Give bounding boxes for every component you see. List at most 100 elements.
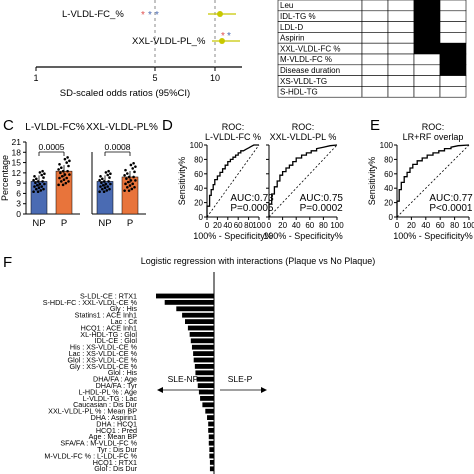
heatmap-cell — [387, 86, 415, 98]
roc-x-tick-label: 20 — [407, 221, 416, 230]
panel-c-point — [101, 177, 104, 181]
panel-c-point — [108, 176, 111, 179]
panel-e-label: E — [370, 117, 380, 134]
panel-f-category-label: Lac : Cit — [111, 317, 137, 326]
panel-f-bar — [190, 338, 214, 344]
heatmap-cell — [361, 64, 389, 76]
panel-c-point — [109, 172, 112, 176]
panel-c-point — [132, 175, 135, 179]
panel-f-title: Logistic regression with interactions (P… — [141, 256, 376, 266]
heatmap-cell — [361, 0, 389, 12]
panel-c-point — [68, 173, 71, 176]
panel-f-bar — [208, 434, 214, 440]
panel-c-y-tick-label: 3 — [16, 199, 21, 209]
panel-c-title-right: XXL-VLDL-PL% — [86, 122, 158, 133]
heatmap-cell — [387, 42, 415, 55]
panel-c-point — [38, 171, 42, 174]
roc-y-tick-label: 0 — [389, 213, 394, 222]
forest-tick-label-5: 5 — [152, 73, 157, 83]
panel-f-category-label: Gly : XS-VLDL-CE % — [70, 362, 138, 371]
panel-c-category-label: NP — [32, 218, 45, 229]
panel-c-point — [99, 174, 102, 178]
panel-d-label: D — [162, 117, 173, 134]
roc-x-label: 100% - Specificity% — [263, 231, 343, 241]
heatmap-cell — [439, 32, 467, 44]
panel-f-category-label: HCQ1 : RTX1 — [93, 458, 137, 467]
panel-f-bar — [193, 351, 214, 356]
panel-f-left-label: SLE-NP — [168, 374, 199, 384]
roc-y-label: Sensitivity% — [367, 157, 377, 206]
forest-point-l-vldl-fc — [217, 11, 223, 17]
heatmap-row-label: XS-VLDL-TG — [280, 77, 327, 86]
panel-c-point — [67, 180, 70, 183]
heatmap-cell — [439, 64, 467, 76]
roc-x-label: 100% - Specificity% — [393, 231, 473, 241]
panel-f-category-label: XL-HDL-TG : Glol — [80, 330, 137, 339]
panel-c-point — [125, 177, 128, 180]
panel-f-bar — [185, 319, 214, 324]
panel-f-category-label: HCQ1 : ACE Inh1 — [81, 323, 137, 332]
panel-c-point — [59, 171, 62, 175]
heatmap-cell — [439, 75, 467, 87]
roc-p-text: P=0.0002 — [300, 203, 344, 214]
heatmap-cell — [413, 10, 441, 22]
panel-f-category-label: L-HDL-PL % : Age — [79, 387, 137, 396]
roc-y-tick-label: 40 — [384, 184, 393, 193]
panel-c-point — [41, 180, 44, 183]
panel-f-bar — [189, 332, 214, 337]
panel-f-bar — [209, 466, 214, 472]
panel-c-point — [101, 187, 104, 191]
roc-x-tick-label: 0 — [395, 221, 400, 230]
panel-c-point — [107, 180, 110, 183]
panel-c-y-tick-label: 18 — [12, 147, 22, 157]
roc-p-text: P<0.0001 — [429, 203, 473, 214]
heatmap-cell — [387, 64, 415, 76]
panel-c-title-left: L-VLDL-FC% — [25, 122, 85, 133]
panel-c-point — [130, 187, 134, 191]
panel-c-point — [104, 171, 108, 174]
heatmap-cell — [439, 86, 467, 98]
panel-c-point — [40, 173, 43, 177]
panel-c-point — [109, 182, 112, 186]
forest-asterisk-2b: * — [227, 31, 231, 42]
panel-f-bar — [182, 312, 214, 318]
panel-f-category-label: S-HDL-FC : XXL-VLDL-CE % — [43, 298, 138, 307]
panel-f-category-label: IDL-CE : Glol — [95, 336, 138, 345]
panel-c-point — [33, 185, 36, 188]
panel-f-category-label: Lac : XS-VLDL-CE % — [69, 349, 138, 358]
roc-x-tick-label: 80 — [319, 221, 328, 230]
panel-c-point — [64, 181, 68, 185]
panel-c-point — [103, 186, 107, 190]
panel-c-y-tick-label: 9 — [16, 178, 21, 188]
forest-x-label: SD-scaled odds ratios (95%CI) — [60, 88, 190, 99]
panel-c-y-tick-label: 15 — [12, 158, 22, 168]
panel-c-y-tick-label: 12 — [12, 168, 22, 178]
panel-f-bar — [208, 440, 214, 446]
panel-c-point — [34, 181, 37, 185]
forest-asterisk-1b: * — [148, 10, 152, 21]
roc-plot-d2: ROC:XXL-VLDL-PL % 0 20 40 60 80 100 AUC:0.75P=0… — [263, 122, 344, 241]
heatmap-cell — [387, 21, 415, 33]
panel-c-point — [124, 182, 127, 186]
panel-c: C L-VLDL-FC% XXL-VLDL-PL% Percentage 036… — [0, 117, 158, 229]
heatmap-cell — [361, 75, 389, 87]
roc-x-label: 100% - Specificity% — [193, 231, 273, 241]
heatmap-row-label: Aspirin — [280, 34, 304, 43]
panel-c-category-label: P — [61, 218, 67, 229]
panel-f-category-label: Statins1 : ACE Inh1 — [75, 311, 137, 320]
roc-auc-text: AUC:0.77 — [429, 193, 473, 204]
panel-c-point — [36, 190, 40, 194]
heatmap-cell — [439, 0, 467, 12]
heatmap-cell — [413, 32, 441, 44]
panel-c-point — [105, 189, 109, 192]
panel-c-point — [33, 174, 36, 178]
heatmap-cell — [439, 53, 467, 66]
panel-c-point — [62, 178, 66, 182]
panel-c-point — [58, 162, 61, 166]
heatmap-cell — [361, 42, 389, 55]
panel-f-right-arrowhead — [261, 387, 267, 393]
panel-c-point — [106, 173, 109, 177]
heatmap-cell — [413, 86, 441, 98]
panel-f-category-label: Glol : His — [108, 368, 138, 377]
roc-title: LR+RF overlap — [403, 132, 464, 142]
